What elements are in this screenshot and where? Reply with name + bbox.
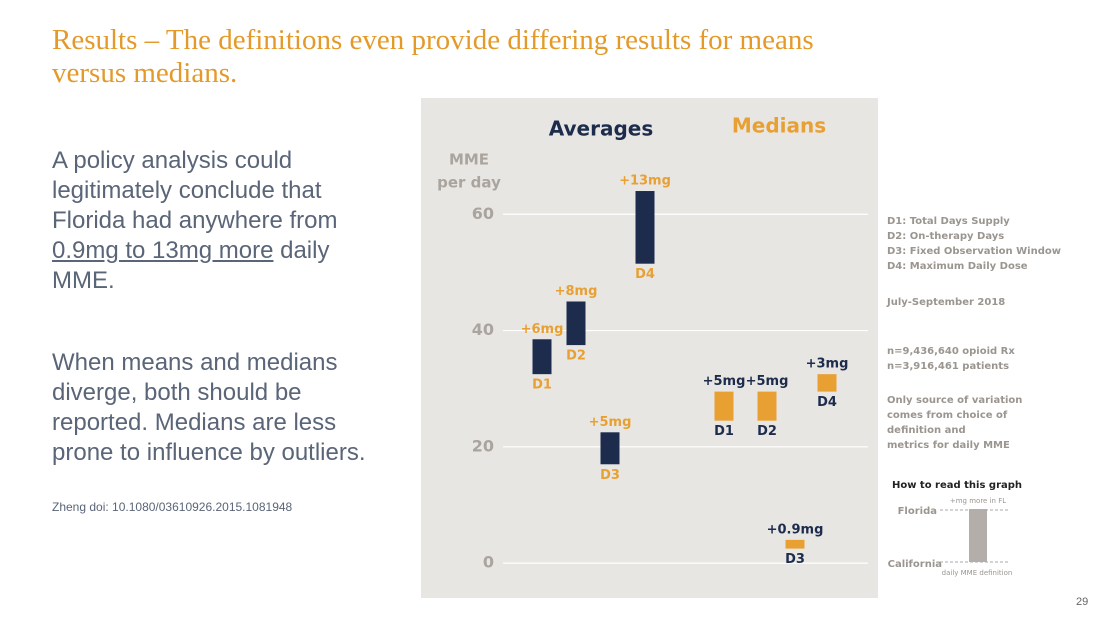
note: definition and	[887, 425, 966, 436]
category-label: D1	[532, 378, 552, 393]
paragraph: A policy analysis could legitimately con…	[52, 146, 382, 296]
y-axis-label: MME	[449, 151, 489, 169]
category-label: D2	[566, 349, 586, 364]
example-bar	[969, 509, 987, 562]
bar	[635, 191, 655, 264]
note: D3: Fixed Observation Window	[887, 246, 1061, 257]
data-label: +6mg	[521, 322, 564, 337]
data-label: +13mg	[619, 174, 671, 189]
series-heading: Medians	[732, 114, 826, 138]
category-label: D3	[600, 468, 620, 483]
note: n=3,916,461 patients	[887, 361, 1009, 372]
category-label: D2	[757, 424, 777, 439]
how-to-bottom: California	[888, 559, 942, 570]
text: daily MME.	[52, 237, 330, 294]
note: metrics for daily MME	[887, 440, 1010, 451]
note: July-September 2018	[886, 297, 1005, 308]
category-label: D4	[635, 267, 655, 282]
y-tick-label: 20	[472, 436, 494, 455]
note: D2: On-therapy Days	[887, 231, 1004, 242]
data-label: +5mg	[589, 415, 632, 430]
note: Only source of variation	[887, 395, 1022, 406]
series-heading: Averages	[549, 117, 654, 141]
bar	[785, 539, 805, 549]
data-label: +5mg	[703, 374, 746, 389]
y-tick-label: 60	[472, 204, 494, 223]
bar	[600, 432, 620, 465]
note: comes from choice of	[887, 410, 1008, 421]
y-tick-label: 0	[483, 553, 494, 572]
plot-background	[421, 98, 878, 598]
bar	[532, 339, 552, 375]
slide-title: Results – The definitions even provide d…	[52, 24, 814, 90]
how-to-diff: +mg more in FL	[950, 497, 1006, 505]
bar	[757, 391, 777, 421]
how-to-top: Florida	[898, 506, 937, 517]
category-label: D4	[817, 395, 837, 410]
note: D4: Maximum Daily Dose	[887, 261, 1028, 272]
data-label: +8mg	[555, 284, 598, 299]
title-line: Results – The definitions even provide d…	[52, 24, 814, 56]
note: D1: Total Days Supply	[887, 216, 1010, 227]
citation: Zheng doi: 10.1080/03610926.2015.1081948	[52, 500, 293, 514]
how-to-axis: daily MME definition	[942, 569, 1013, 577]
bar	[566, 301, 586, 346]
data-label: +3mg	[806, 357, 849, 372]
data-label: +5mg	[746, 374, 789, 389]
bar	[714, 391, 734, 421]
note: n=9,436,640 opioid Rx	[887, 346, 1015, 357]
category-label: D1	[714, 424, 734, 439]
page-number: 29	[1076, 596, 1089, 608]
title-line: versus medians.	[52, 57, 238, 89]
data-label: +0.9mg	[767, 522, 824, 537]
y-axis-label: per day	[437, 174, 501, 192]
y-tick-label: 40	[472, 320, 494, 339]
how-to-title: How to read this graph	[892, 480, 1022, 491]
text: A policy analysis could legitimately con…	[52, 147, 338, 234]
bar	[817, 374, 837, 392]
paragraph: When means and medians diverge, both sho…	[52, 349, 366, 466]
category-label: D3	[785, 552, 805, 567]
text-underlined: 0.9mg to 13mg more	[52, 237, 274, 264]
